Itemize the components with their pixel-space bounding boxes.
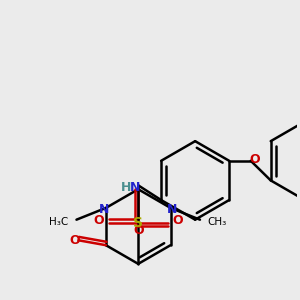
Text: H: H — [121, 181, 132, 194]
Text: O: O — [249, 153, 260, 166]
Text: H₃C: H₃C — [50, 217, 69, 226]
Text: S: S — [133, 216, 143, 230]
Text: O: O — [94, 214, 104, 227]
Text: CH₃: CH₃ — [208, 217, 227, 226]
Text: O: O — [133, 224, 143, 237]
Text: O: O — [69, 234, 80, 247]
Text: N: N — [99, 203, 109, 216]
Text: N: N — [167, 203, 178, 216]
Text: O: O — [172, 214, 183, 227]
Text: N: N — [130, 181, 140, 194]
